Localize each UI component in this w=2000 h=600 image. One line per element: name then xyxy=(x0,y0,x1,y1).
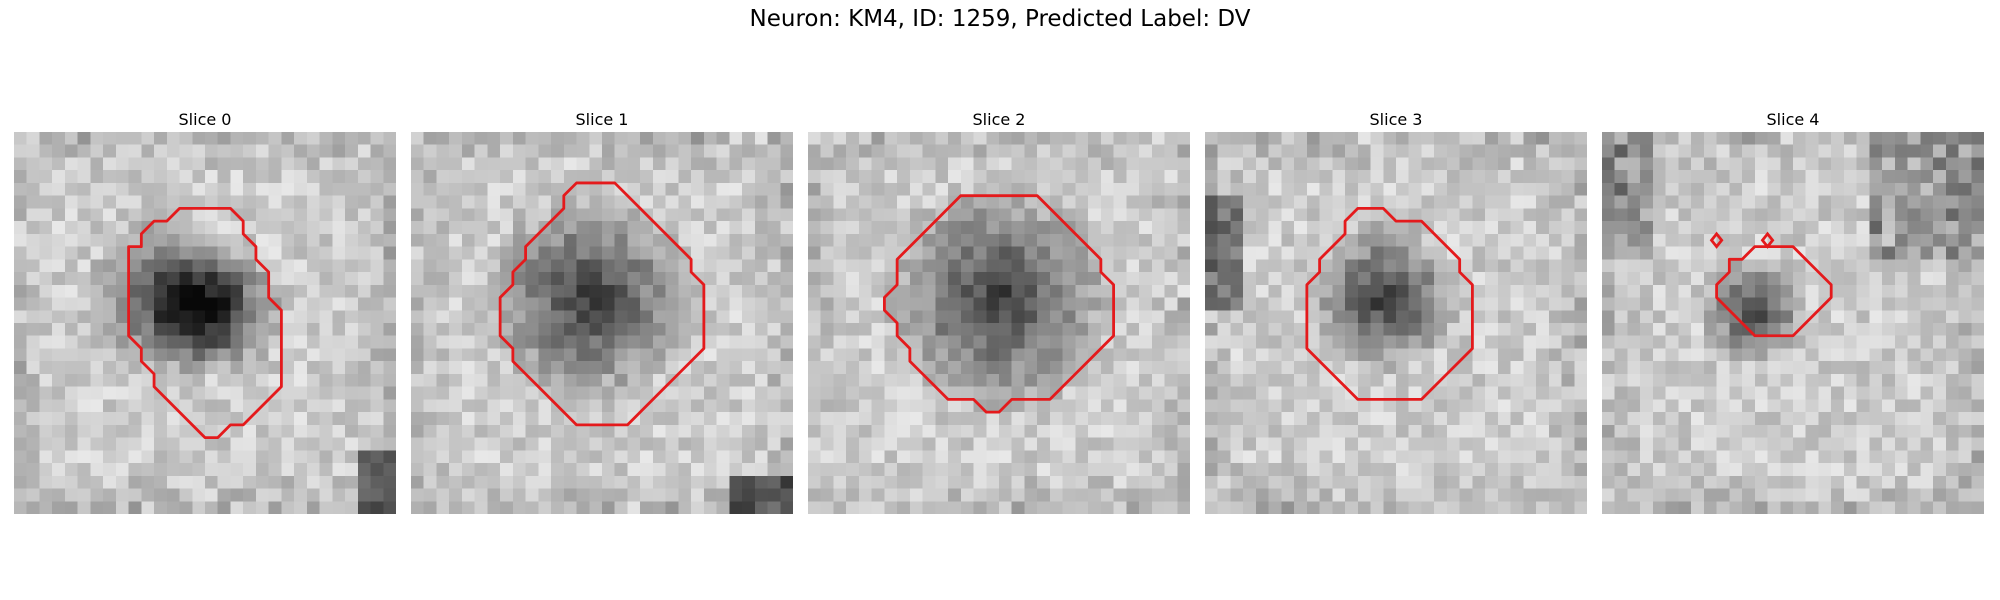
segmentation-contour-fragment xyxy=(1760,231,1775,249)
slice-title: Slice 0 xyxy=(178,110,232,129)
slice-image xyxy=(14,132,396,514)
slice-image xyxy=(411,132,793,514)
slice-title: Slice 3 xyxy=(1369,110,1423,129)
segmentation-contour-fragment xyxy=(1709,231,1724,249)
slice-panel-0: Slice 0 xyxy=(14,108,396,514)
segmentation-contour xyxy=(1305,206,1474,401)
slice-panel-2: Slice 2 xyxy=(808,108,1190,514)
slice-image xyxy=(1205,132,1587,514)
segmentation-contour xyxy=(498,181,706,427)
slice-panel-3: Slice 3 xyxy=(1205,108,1587,514)
slice-title: Slice 4 xyxy=(1766,110,1820,129)
slice-title: Slice 2 xyxy=(972,110,1026,129)
segmentation-contour xyxy=(1715,245,1833,338)
slice-panel-1: Slice 1 xyxy=(411,108,793,514)
slice-image xyxy=(808,132,1190,514)
slice-image xyxy=(1602,132,1984,514)
figure-title: Neuron: KM4, ID: 1259, Predicted Label: … xyxy=(749,6,1251,32)
segmentation-contour xyxy=(882,194,1116,414)
segmentation-contour xyxy=(127,206,283,440)
slice-title: Slice 1 xyxy=(575,110,629,129)
slice-panel-4: Slice 4 xyxy=(1602,108,1984,514)
